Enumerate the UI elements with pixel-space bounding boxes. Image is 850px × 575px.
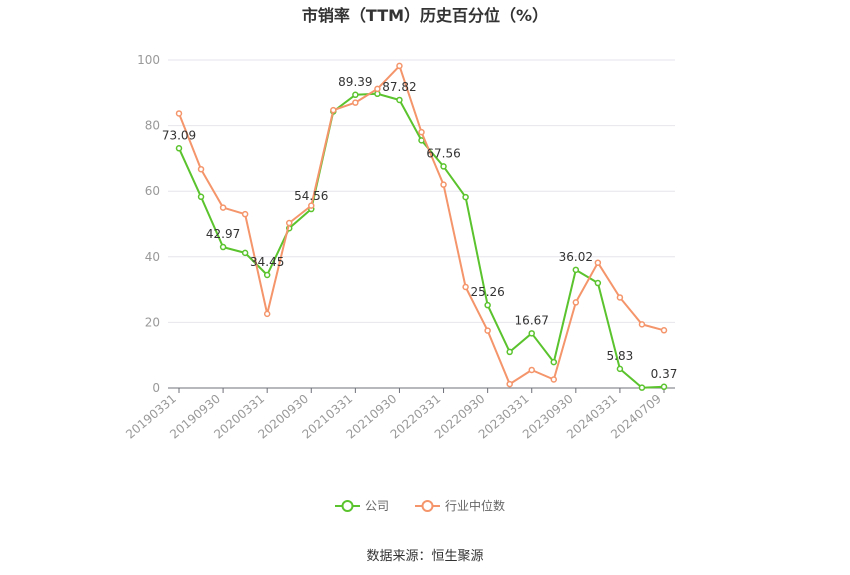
data-point	[308, 202, 315, 209]
data-point	[175, 145, 183, 152]
series-layer	[175, 62, 668, 391]
data-label: 36.02	[559, 250, 593, 264]
data-point	[263, 310, 271, 318]
data-point	[374, 85, 381, 93]
axes: 0204060801002019033120190930202003312020…	[123, 53, 675, 442]
data-label: 89.39	[338, 75, 372, 89]
data-label: 42.97	[206, 227, 240, 241]
y-tick-label: 60	[145, 184, 160, 198]
data-point	[241, 249, 249, 257]
data-point	[330, 106, 337, 114]
y-tick-label: 20	[145, 315, 160, 329]
data-source: 数据来源：恒生聚源	[366, 549, 483, 564]
data-point	[660, 327, 668, 334]
legend-swatch-marker	[341, 500, 354, 512]
data-label: 67.56	[426, 146, 460, 160]
data-point	[528, 366, 535, 374]
data-point	[462, 283, 469, 291]
data-point	[572, 299, 580, 306]
data-point	[616, 365, 624, 373]
chart-title: 市销率（TTM）历史百分位（%）	[302, 6, 548, 25]
legend[interactable]: 公司 行业中位数	[335, 498, 505, 513]
legend-item[interactable]: 公司	[335, 499, 389, 513]
data-point	[352, 91, 359, 99]
data-point	[396, 96, 403, 104]
data-label: 87.82	[382, 80, 416, 94]
data-label: 5.83	[607, 349, 634, 363]
y-tick-label: 80	[145, 119, 160, 133]
data-point	[638, 384, 646, 391]
data-point	[506, 348, 513, 356]
data-point	[175, 110, 183, 117]
data-label: 16.67	[515, 313, 549, 327]
data-label: 34.45	[250, 255, 284, 269]
data-point	[197, 193, 205, 201]
legend-label: 行业中位数	[445, 498, 505, 513]
data-point	[616, 294, 624, 301]
data-point	[219, 243, 227, 251]
data-point	[638, 321, 646, 328]
data-point	[660, 383, 668, 391]
data-point	[484, 327, 491, 334]
data-label: 73.09	[162, 128, 196, 142]
data-point	[440, 163, 447, 170]
data-point	[418, 128, 425, 136]
legend-item[interactable]: 行业中位数	[415, 498, 505, 513]
data-point	[440, 181, 447, 188]
data-point	[219, 204, 227, 211]
y-tick-label: 0	[152, 381, 160, 395]
data-point	[594, 259, 602, 266]
legend-label: 公司	[365, 499, 389, 513]
data-label: 0.37	[651, 367, 678, 381]
y-tick-label: 100	[137, 53, 160, 67]
data-point	[572, 266, 580, 274]
legend-swatch-marker	[421, 500, 434, 512]
data-labels: 73.09 42.97 34.45 54.56 89.39 87.82 67.56 25.26…	[162, 75, 678, 381]
data-point	[396, 62, 403, 70]
data-point	[197, 165, 205, 173]
data-point	[550, 376, 558, 383]
y-tick-label: 40	[145, 250, 160, 264]
data-point	[484, 301, 491, 309]
series-line	[178, 64, 665, 386]
data-point	[528, 330, 535, 337]
data-point	[462, 193, 469, 201]
data-point	[506, 380, 513, 388]
data-label: 25.26	[470, 285, 504, 299]
data-point	[550, 358, 558, 366]
data-point	[263, 271, 271, 279]
data-point	[594, 279, 602, 287]
data-label: 54.56	[294, 189, 328, 203]
grid	[168, 59, 675, 389]
data-point	[285, 219, 293, 227]
data-point	[352, 99, 359, 106]
data-point	[241, 210, 249, 218]
